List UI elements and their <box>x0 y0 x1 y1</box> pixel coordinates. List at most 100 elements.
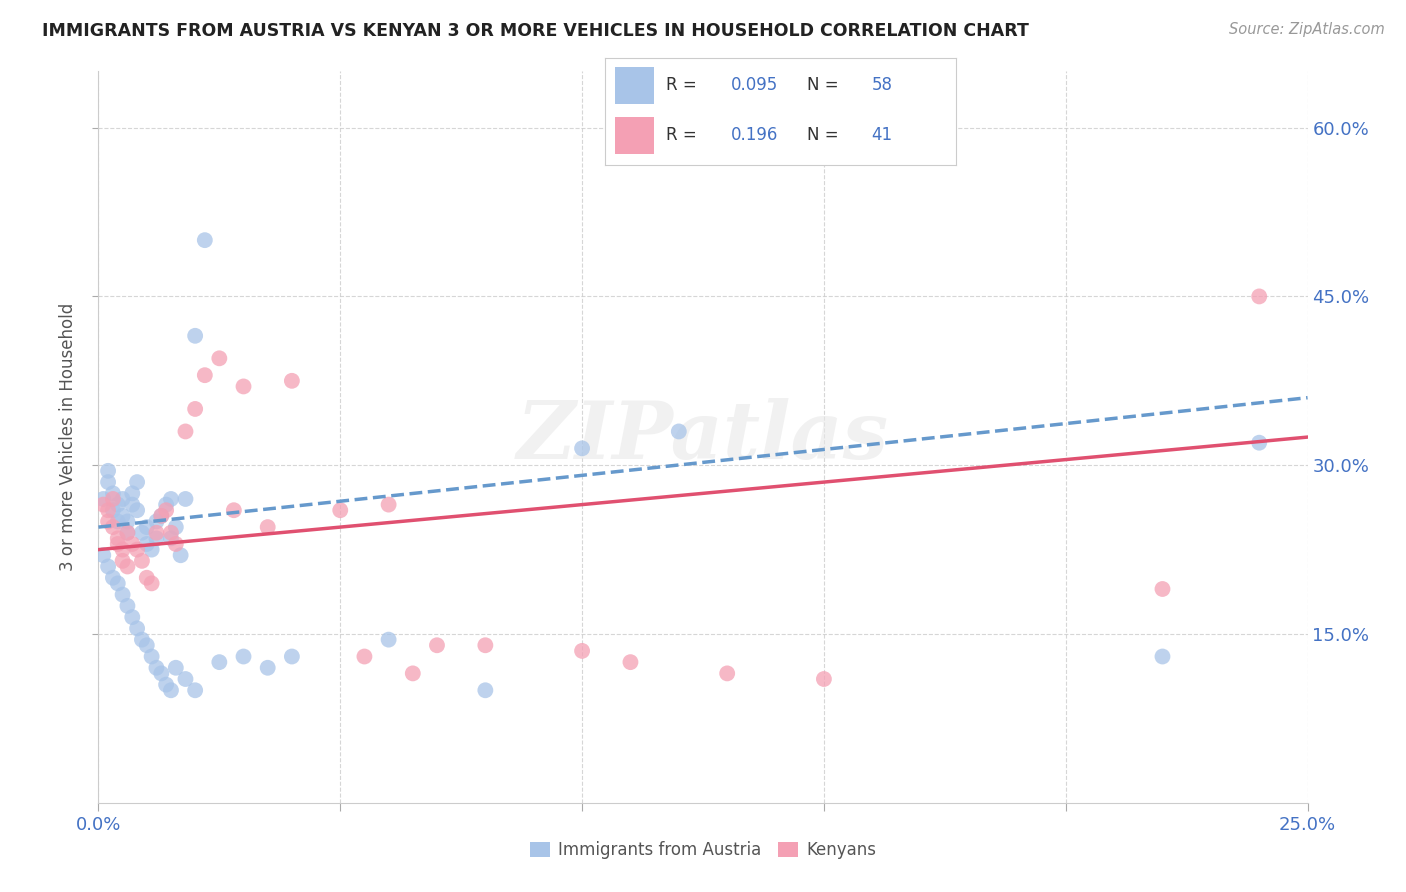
Point <box>402 666 425 681</box>
Point <box>174 491 197 506</box>
Point <box>184 328 207 343</box>
Point <box>107 576 129 591</box>
Point <box>101 520 124 534</box>
Point <box>160 525 183 540</box>
Point <box>474 638 496 652</box>
Point <box>141 649 163 664</box>
Text: R =: R = <box>666 126 702 144</box>
Point <box>160 532 183 546</box>
Point <box>101 491 124 506</box>
Point <box>127 542 149 557</box>
Point <box>232 649 254 664</box>
Text: 0.095: 0.095 <box>731 77 779 95</box>
Point <box>474 683 496 698</box>
Point <box>121 498 143 512</box>
Point <box>145 532 167 546</box>
Text: 41: 41 <box>872 126 893 144</box>
Point <box>160 683 183 698</box>
Point <box>97 515 120 529</box>
Point <box>107 498 129 512</box>
Point <box>165 537 187 551</box>
Point <box>97 503 120 517</box>
Point <box>150 508 173 523</box>
Point <box>117 525 139 540</box>
Point <box>1249 435 1271 450</box>
Point <box>127 503 149 517</box>
Point <box>121 486 143 500</box>
Point <box>145 525 167 540</box>
Point <box>107 537 129 551</box>
Point <box>117 599 139 613</box>
Point <box>127 621 149 635</box>
Legend: Immigrants from Austria, Kenyans: Immigrants from Austria, Kenyans <box>522 833 884 868</box>
Text: IMMIGRANTS FROM AUSTRIA VS KENYAN 3 OR MORE VEHICLES IN HOUSEHOLD CORRELATION CH: IMMIGRANTS FROM AUSTRIA VS KENYAN 3 OR M… <box>42 22 1029 40</box>
Point <box>117 559 139 574</box>
Point <box>145 661 167 675</box>
Y-axis label: 3 or more Vehicles in Household: 3 or more Vehicles in Household <box>59 303 77 571</box>
Point <box>184 683 207 698</box>
Point <box>256 661 278 675</box>
Point <box>155 678 177 692</box>
Point <box>91 548 114 562</box>
Text: N =: N = <box>807 77 844 95</box>
Point <box>117 515 139 529</box>
Point <box>131 632 153 647</box>
Point <box>194 368 217 383</box>
Point <box>169 548 191 562</box>
Point <box>377 498 399 512</box>
Point <box>377 632 399 647</box>
Text: N =: N = <box>807 126 844 144</box>
Point <box>97 475 120 489</box>
Point <box>107 532 129 546</box>
Point <box>281 649 304 664</box>
Point <box>813 672 835 686</box>
FancyBboxPatch shape <box>616 67 654 104</box>
Point <box>97 559 120 574</box>
Point <box>165 661 187 675</box>
Point <box>232 379 254 393</box>
Point <box>222 503 245 517</box>
Point <box>121 610 143 624</box>
Text: Source: ZipAtlas.com: Source: ZipAtlas.com <box>1229 22 1385 37</box>
Point <box>184 401 207 416</box>
Point <box>571 644 593 658</box>
Point <box>329 503 352 517</box>
Point <box>111 542 134 557</box>
Text: ZIPatlas: ZIPatlas <box>517 399 889 475</box>
Point <box>135 537 157 551</box>
Point <box>1249 289 1271 303</box>
Point <box>1152 649 1174 664</box>
Point <box>155 498 177 512</box>
Text: 0.196: 0.196 <box>731 126 779 144</box>
Point <box>141 576 163 591</box>
Point <box>150 508 173 523</box>
Point <box>668 425 690 439</box>
Point <box>131 525 153 540</box>
Point <box>107 515 129 529</box>
Point <box>281 374 304 388</box>
Point <box>160 491 183 506</box>
Point <box>131 554 153 568</box>
Point <box>111 554 134 568</box>
Point <box>1152 582 1174 596</box>
Point <box>174 425 197 439</box>
Point <box>145 515 167 529</box>
Point <box>135 520 157 534</box>
Point <box>91 498 114 512</box>
Point <box>111 588 134 602</box>
Point <box>150 666 173 681</box>
Point <box>121 537 143 551</box>
Text: R =: R = <box>666 77 702 95</box>
Point <box>111 508 134 523</box>
Point <box>141 542 163 557</box>
Point <box>353 649 375 664</box>
FancyBboxPatch shape <box>616 117 654 154</box>
Point <box>619 655 641 669</box>
Point <box>155 503 177 517</box>
Point <box>97 464 120 478</box>
Text: 58: 58 <box>872 77 893 95</box>
Point <box>208 351 231 366</box>
Point <box>194 233 217 247</box>
Point <box>135 571 157 585</box>
Point <box>91 491 114 506</box>
